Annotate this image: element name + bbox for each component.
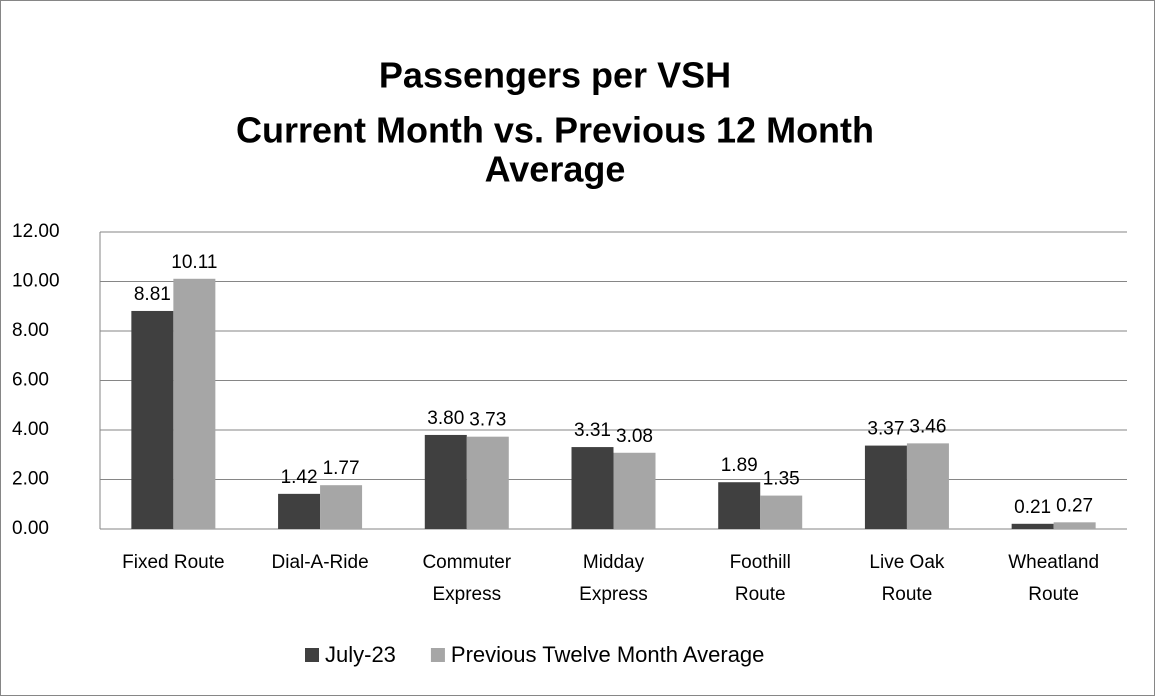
chart-title: Current Month vs. Previous 12 Month: [236, 110, 874, 151]
legend-swatch: [305, 648, 319, 662]
legend-label: July-23: [325, 642, 396, 667]
value-label: 8.81: [134, 284, 171, 305]
value-label: 1.35: [763, 469, 800, 490]
bar: [424, 434, 467, 529]
value-label: 3.37: [867, 419, 904, 440]
y-tick-label: 10.00: [12, 271, 60, 292]
chart-title: Passengers per VSH: [379, 55, 731, 96]
value-label: 3.80: [427, 408, 464, 429]
x-tick-label: Live Oak: [869, 552, 944, 573]
bar: [320, 485, 363, 529]
y-tick-label: 12.00: [12, 221, 60, 242]
bar: [173, 278, 216, 529]
value-label: 0.21: [1014, 497, 1051, 518]
y-tick-label: 2.00: [12, 469, 49, 490]
value-label: 3.08: [616, 426, 653, 447]
value-label: 1.42: [281, 467, 318, 488]
bar: [1011, 523, 1054, 529]
x-tick-label: Foothill: [730, 552, 791, 573]
value-label: 3.73: [469, 410, 506, 431]
bar: [864, 445, 907, 529]
x-tick-label: Express: [432, 584, 501, 605]
bar: [466, 436, 509, 529]
x-tick-label: Express: [579, 584, 648, 605]
bar: [278, 493, 321, 529]
x-tick-label: Route: [882, 584, 933, 605]
value-label: 3.46: [909, 416, 946, 437]
value-label: 3.31: [574, 420, 611, 441]
y-tick-label: 4.00: [12, 419, 49, 440]
bar: [760, 495, 803, 529]
bar: [718, 482, 761, 529]
x-tick-label: Midday: [583, 552, 645, 573]
x-tick-label: Wheatland: [1008, 552, 1099, 573]
bar: [906, 443, 949, 529]
y-tick-label: 0.00: [12, 518, 49, 539]
y-tick-label: 6.00: [12, 370, 49, 391]
bar: [131, 310, 174, 529]
bar: [1053, 522, 1096, 529]
x-tick-label: Route: [1028, 584, 1079, 605]
value-label: 1.89: [721, 455, 758, 476]
chart-title: Average: [485, 149, 626, 190]
bar: [613, 452, 656, 529]
x-tick-label: Dial-A-Ride: [272, 552, 369, 573]
value-label: 1.77: [323, 458, 360, 479]
value-label: 10.11: [171, 252, 217, 273]
legend-label: Previous Twelve Month Average: [451, 642, 764, 667]
bar: [571, 447, 614, 529]
y-tick-label: 8.00: [12, 320, 49, 341]
x-tick-label: Commuter: [422, 552, 511, 573]
legend-swatch: [430, 648, 445, 662]
value-label: 0.27: [1056, 495, 1093, 516]
x-tick-label: Fixed Route: [122, 552, 224, 573]
x-tick-label: Route: [735, 584, 786, 605]
